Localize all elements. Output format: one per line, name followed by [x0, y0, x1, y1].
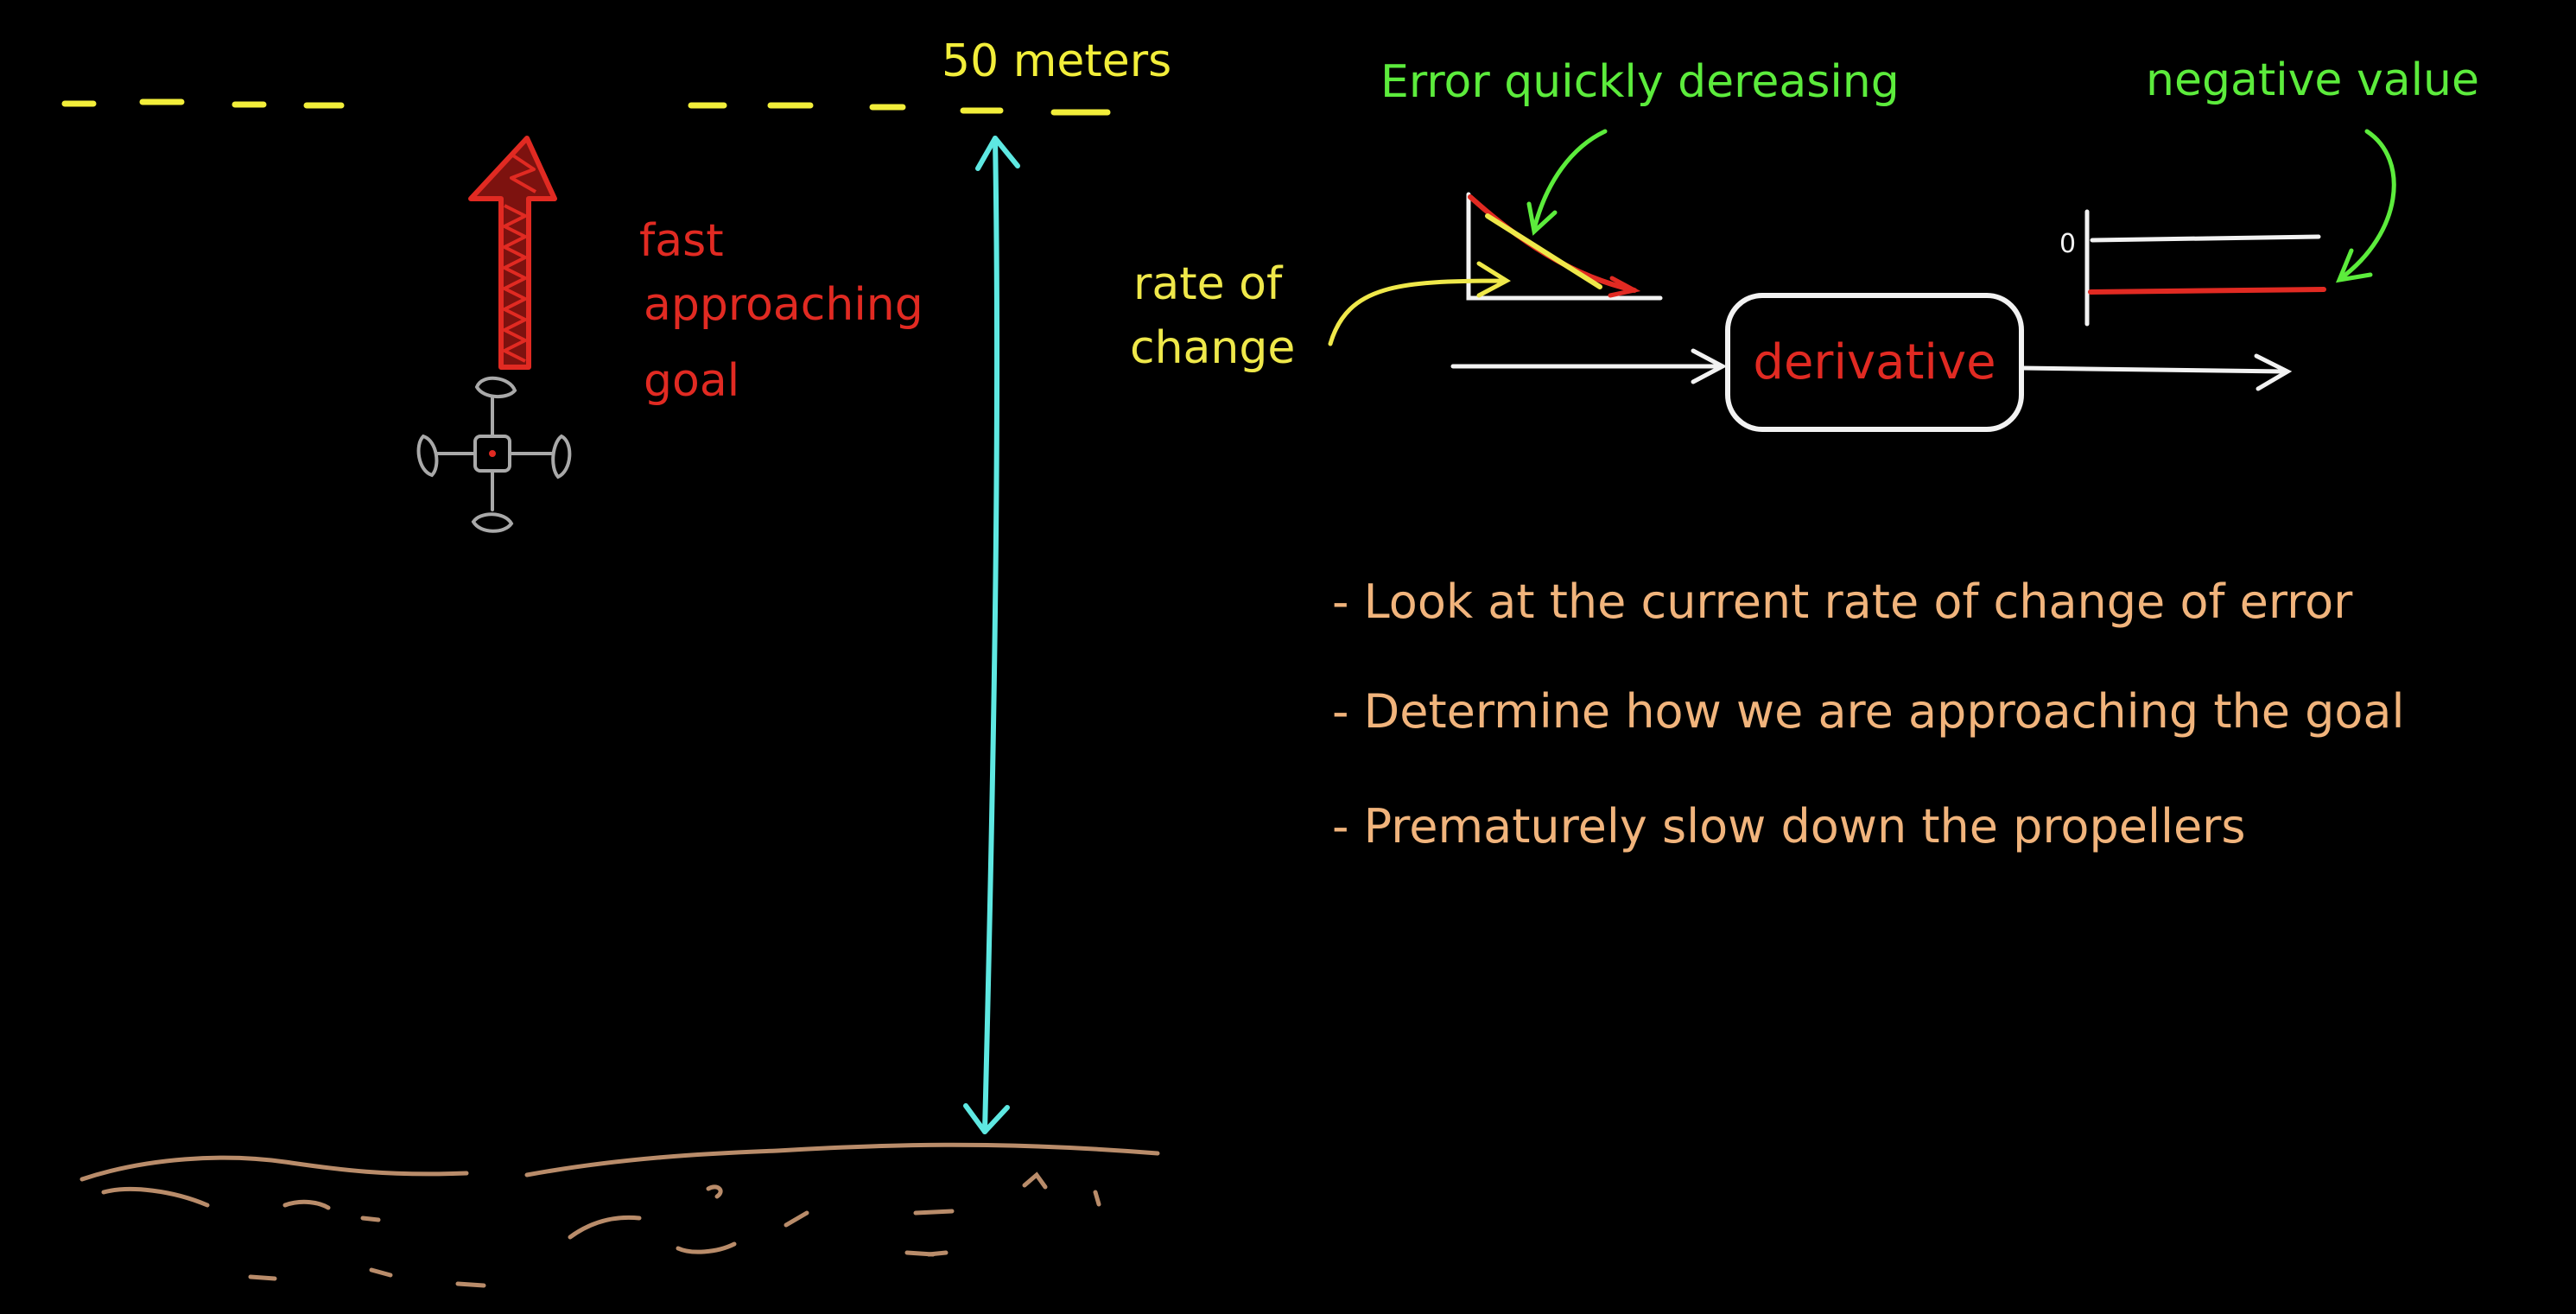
rate-of-change-label: rate of change	[1130, 258, 1297, 374]
output-plot-icon: 0	[2059, 209, 2326, 327]
fast-up-arrow	[468, 136, 557, 370]
distance-arrow	[963, 136, 1020, 1134]
rate-pointer-arrow	[1328, 261, 1511, 346]
error-plot-icon	[1466, 192, 1663, 301]
goal-line-label: goal	[644, 355, 739, 407]
derivative-block: derivative	[1450, 293, 2293, 432]
zero-tick-label: 0	[2059, 229, 2076, 259]
bullet-3: - Prematurely slow down the propellers	[1332, 799, 2246, 854]
goal-dashed-line	[61, 98, 1111, 116]
drone-icon	[416, 376, 572, 533]
green-pointer-arrows	[1526, 129, 2396, 283]
bullet-list: - Look at the current rate of change of …	[1332, 574, 2405, 854]
error-quickly-label: Error quickly dereasing	[1380, 56, 1900, 108]
distance-label: 50 meters	[942, 35, 1171, 87]
rate-of-line: rate of	[1133, 258, 1284, 310]
fast-line: fast	[639, 215, 724, 267]
negative-value-label: negative value	[2146, 54, 2479, 106]
ground	[79, 1142, 1160, 1288]
fast-approaching-label: fast approaching goal	[639, 215, 937, 407]
bullet-1: - Look at the current rate of change of …	[1332, 574, 2353, 629]
approaching-line: approaching	[644, 279, 923, 331]
derivative-label: derivative	[1753, 334, 1995, 390]
change-line: change	[1130, 322, 1295, 374]
bullet-2: - Determine how we are approaching the g…	[1332, 684, 2405, 739]
